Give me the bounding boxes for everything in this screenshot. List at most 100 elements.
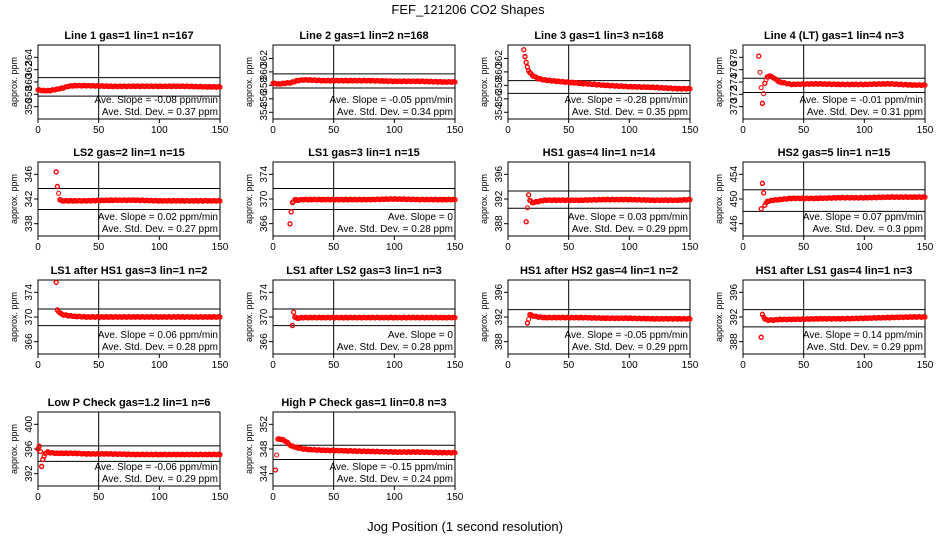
slope-annotation: Ave. Slope = 0.02 ppm/min	[98, 212, 218, 223]
x-tick-label: 150	[917, 242, 934, 253]
data-point	[452, 450, 458, 456]
x-tick-label: 50	[328, 492, 340, 503]
x-tick-label: 100	[151, 125, 168, 136]
x-tick-label: 50	[328, 360, 340, 371]
panel-title: HS1 after HS2 gas=4 lin=1 n=2	[520, 265, 678, 277]
data-point	[687, 197, 693, 203]
y-tick-label: 354	[494, 103, 505, 120]
panel-title: LS1 after HS1 gas=3 lin=1 n=2	[51, 265, 208, 277]
y-tick-label: 392	[24, 465, 35, 482]
y-tick-label: 358	[24, 86, 35, 103]
figure-title: FEF_121206 CO2 Shapes	[391, 2, 545, 17]
panel-title: Line 1 gas=1 lin=1 n=167	[64, 30, 193, 42]
y-axis-label: approx. ppm	[9, 174, 19, 224]
x-tick-label: 150	[212, 125, 229, 136]
y-tick-label: 370	[729, 98, 740, 115]
y-tick-label: 362	[259, 50, 270, 67]
data-points	[287, 196, 458, 227]
y-tick-label: 362	[494, 50, 505, 67]
std-annotation: Ave. Std. Dev. = 0.35 ppm	[572, 107, 688, 118]
data-point	[452, 79, 458, 85]
y-axis-label: approx. ppm	[9, 57, 19, 107]
std-annotation: Ave. Std. Dev. = 0.29 ppm	[572, 224, 688, 235]
y-tick-label: 352	[259, 416, 270, 433]
x-tick-label: 50	[93, 492, 105, 503]
data-points	[289, 309, 458, 329]
slope-annotation: Ave. Slope = 0.06 ppm/min	[98, 330, 218, 341]
y-axis-label: approx. ppm	[714, 292, 724, 342]
data-point	[287, 221, 293, 227]
slope-annotation: Ave. Slope = -0.05 ppm/min	[330, 95, 454, 106]
data-point	[687, 86, 693, 92]
y-tick-label: 392	[494, 190, 505, 207]
x-tick-label: 150	[447, 360, 464, 371]
panel-title: LS1 gas=3 lin=1 n=15	[308, 147, 420, 159]
data-points	[35, 443, 223, 470]
data-point	[291, 309, 297, 315]
x-tick-label: 50	[563, 125, 575, 136]
y-tick-label: 374	[259, 166, 270, 183]
y-tick-label: 366	[259, 333, 270, 350]
y-tick-label: 364	[24, 49, 35, 66]
y-tick-label: 366	[24, 333, 35, 350]
x-tick-label: 50	[328, 242, 340, 253]
chart-panel-7: HS1 gas=4 lin=1 n=14 0 50 100 150 388 392 396 ap…	[479, 147, 699, 253]
data-point	[217, 198, 223, 204]
x-tick-label: 50	[563, 242, 575, 253]
x-tick-label: 0	[35, 360, 41, 371]
chart-panel-9: LS1 after HS1 gas=3 lin=1 n=2 0 50 100 150 36…	[9, 265, 229, 371]
y-tick-label: 358	[259, 77, 270, 94]
panel-title: HS1 after LS1 gas=4 lin=1 n=3	[756, 265, 913, 277]
data-points	[523, 192, 693, 225]
y-tick-label: 360	[24, 73, 35, 90]
x-tick-label: 100	[386, 242, 403, 253]
y-tick-label: 400	[24, 416, 35, 433]
y-axis-label: approx. ppm	[244, 292, 254, 342]
data-point	[452, 197, 458, 203]
y-axis-label: approx. ppm	[714, 174, 724, 224]
data-point	[274, 452, 280, 458]
x-tick-label: 100	[151, 360, 168, 371]
panel-title: LS2 gas=2 lin=1 n=15	[73, 147, 185, 159]
std-annotation: Ave. Std. Dev. = 0.37 ppm	[102, 107, 218, 118]
chart-panel-11: HS1 after HS2 gas=4 lin=1 n=2 0 50 100 150 38…	[479, 265, 699, 371]
data-point	[523, 59, 529, 65]
y-tick-label: 356	[494, 90, 505, 107]
y-axis-label: approx. ppm	[244, 57, 254, 107]
slope-annotation: Ave. Slope = 0.03 ppm/min	[568, 212, 688, 223]
y-tick-label: 360	[259, 63, 270, 80]
y-axis-label: approx. ppm	[244, 174, 254, 224]
panel-title: Line 2 gas=1 lin=2 n=168	[299, 30, 428, 42]
x-tick-label: 150	[917, 125, 934, 136]
data-point	[761, 190, 767, 196]
y-axis-label: approx. ppm	[479, 174, 489, 224]
std-annotation: Ave. Std. Dev. = 0.28 ppm	[337, 342, 453, 353]
x-tick-label: 150	[212, 242, 229, 253]
data-points	[521, 47, 693, 92]
y-tick-label: 354	[259, 103, 270, 120]
y-tick-label: 346	[24, 166, 35, 183]
x-tick-label: 100	[621, 242, 638, 253]
data-point	[36, 443, 42, 449]
data-point	[54, 183, 60, 189]
slope-annotation: Ave. Slope = -0.28 ppm/min	[565, 95, 689, 106]
data-point	[272, 467, 278, 473]
y-tick-label: 396	[729, 284, 740, 301]
x-tick-label: 0	[740, 125, 746, 136]
x-tick-label: 150	[447, 125, 464, 136]
y-tick-label: 370	[24, 308, 35, 325]
std-annotation: Ave. Std. Dev. = 0.31 ppm	[807, 107, 923, 118]
data-point	[217, 452, 223, 458]
y-tick-label: 370	[259, 308, 270, 325]
std-annotation: Ave. Std. Dev. = 0.28 ppm	[337, 224, 453, 235]
x-tick-label: 150	[212, 360, 229, 371]
data-point	[761, 91, 767, 97]
data-point	[757, 69, 763, 75]
figure-x-label: Jog Position (1 second resolution)	[367, 519, 563, 534]
panel-title: LS1 after LS2 gas=3 lin=1 n=3	[286, 265, 442, 277]
y-tick-label: 344	[259, 465, 270, 482]
x-tick-label: 0	[270, 492, 276, 503]
